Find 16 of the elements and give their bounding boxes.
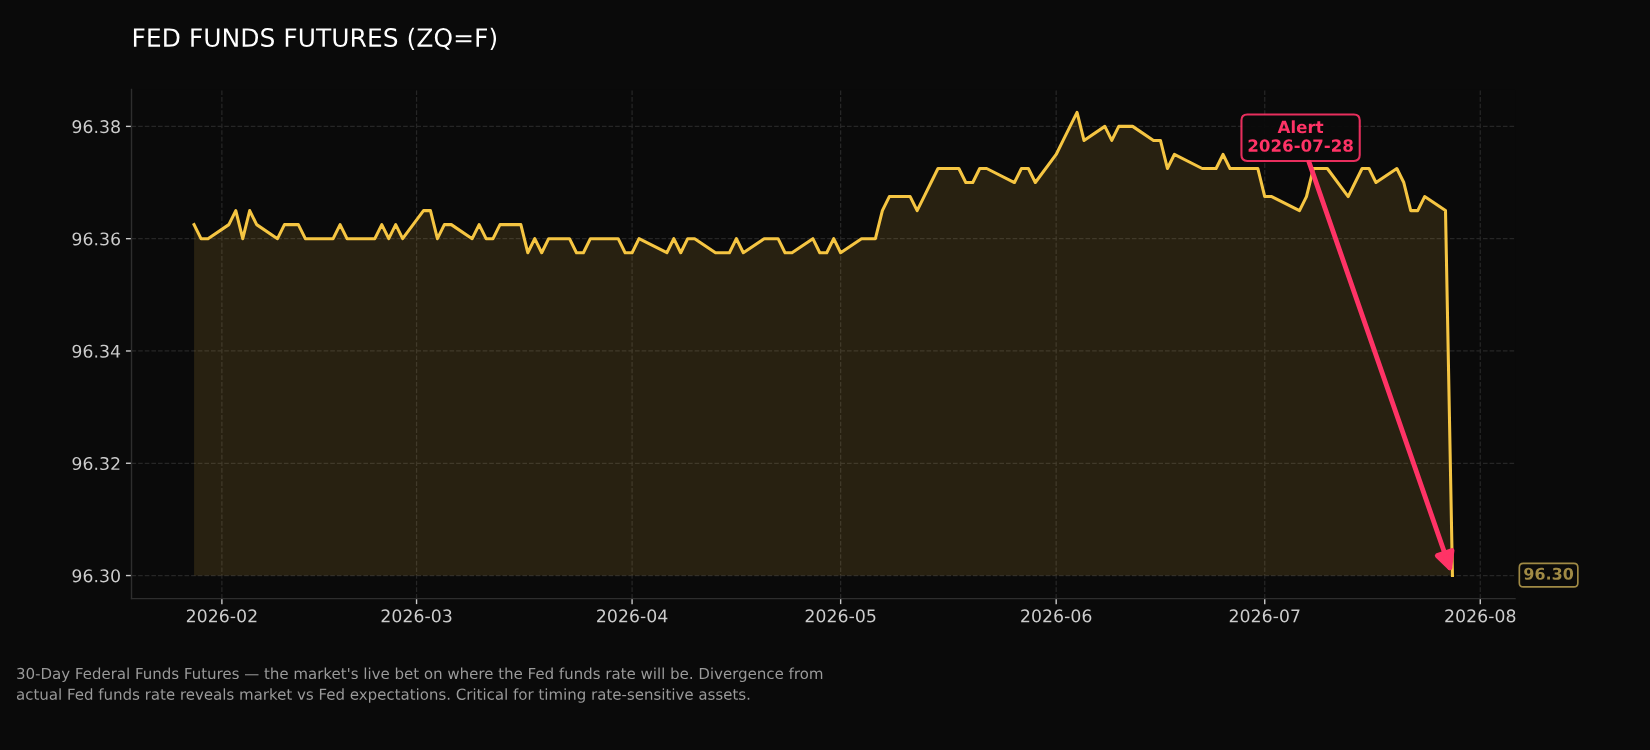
x-tick-label: 2026-08	[1445, 609, 1516, 623]
text: 30-Day Federal Funds Futures — the market's live bet on where the Fed funds rate will be. Divergence from actual Fed funds rate reveals market vs Fed expectations. Critical for timing rate-sensitive assets.	[16, 667, 823, 703]
y-tick-label: 96.32	[72, 456, 120, 471]
y-tick-label: 96.34	[72, 344, 121, 358]
y-tick-label: 96.36	[72, 232, 120, 246]
x-tick-label: 2026-04	[597, 609, 668, 623]
x-tick-label: 2026-06	[1021, 609, 1092, 623]
x-tick-label: 2026-03	[381, 609, 452, 623]
text: 96.30	[1524, 567, 1574, 580]
x-tick-label: 2026-02	[186, 609, 257, 623]
chart-title: FED FUNDS FUTURES (ZQ=F)	[133, 27, 497, 50]
annotation: Alert 2026-07-28	[1248, 120, 1353, 152]
x-tick-label: 2026-05	[805, 609, 876, 623]
y-tick-label: 96.38	[72, 120, 120, 134]
y-tick-label: 96.30	[72, 569, 120, 583]
x-tick-label: 2026-07	[1229, 609, 1300, 623]
